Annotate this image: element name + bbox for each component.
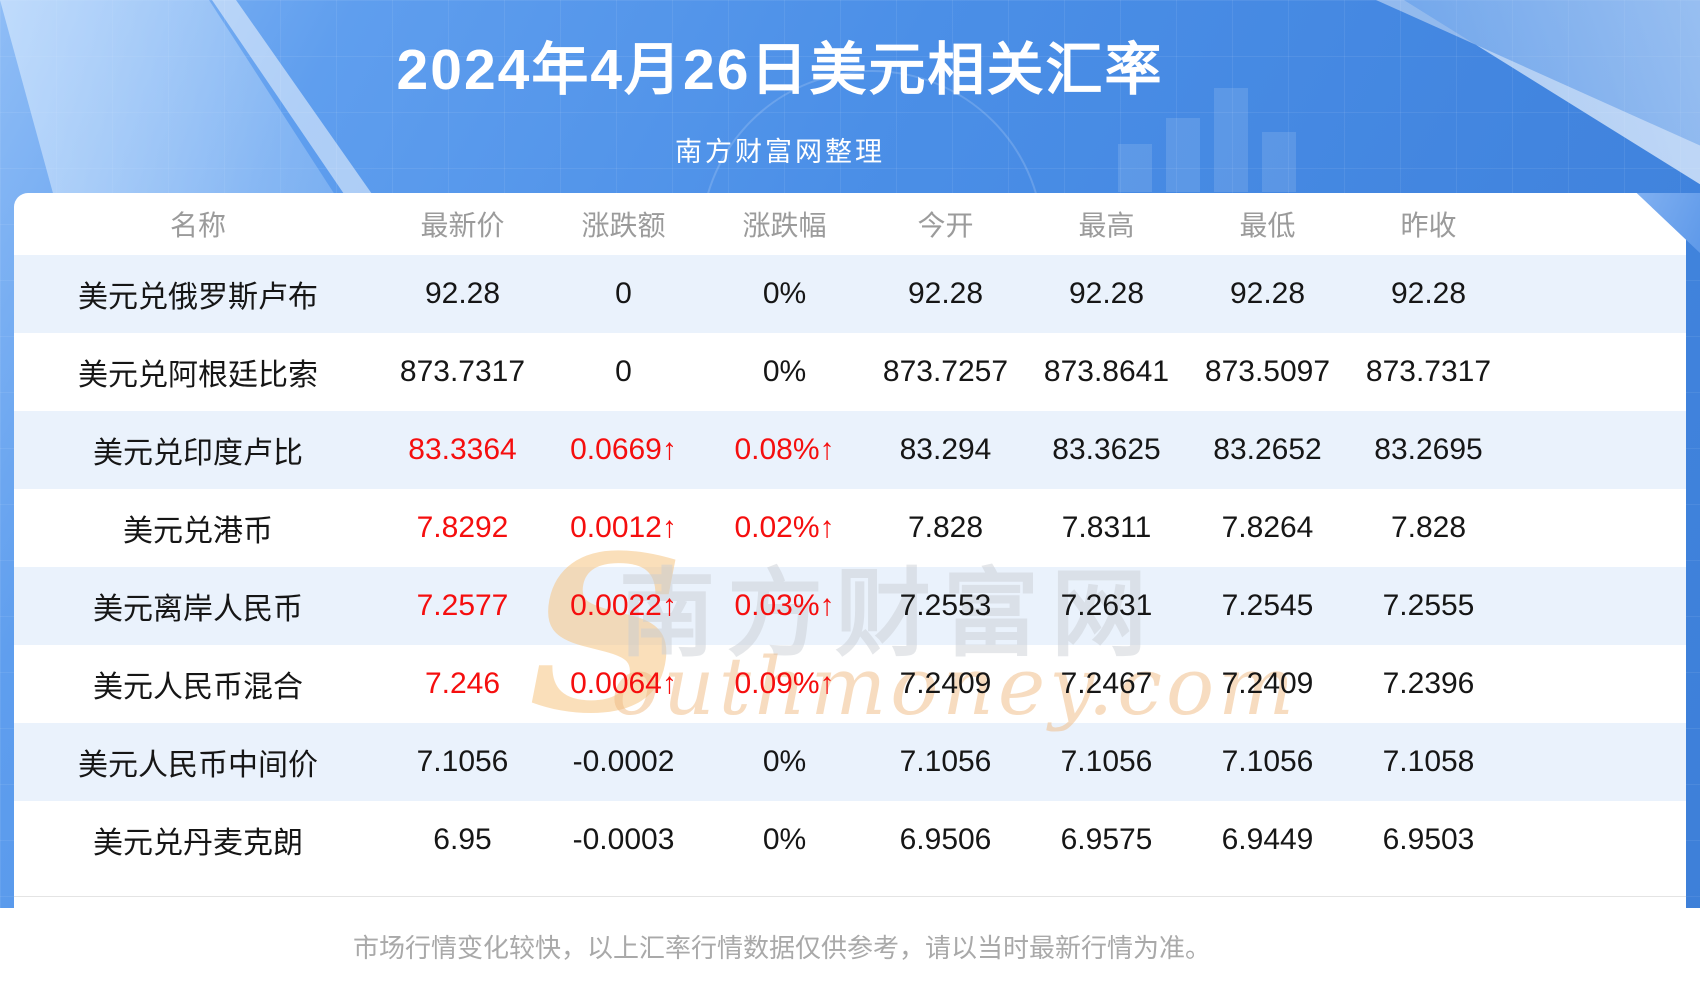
cell-change-pct: 0.02%↑ xyxy=(734,511,835,544)
table-row: 美元兑阿根廷比索 873.7317 0 0% 873.7257 873.8641… xyxy=(14,333,1686,411)
bar-chart-decoration xyxy=(1118,86,1296,192)
cell-prev-close: 7.2396 xyxy=(1382,667,1475,700)
cell-change: 0.0022↑ xyxy=(570,589,677,622)
table-row: 美元兑丹麦克朗 6.95 -0.0003 0% 6.9506 6.9575 6.… xyxy=(14,801,1686,879)
cell-open: 7.828 xyxy=(907,511,984,544)
cell-open: 6.9506 xyxy=(899,823,992,856)
cell-change: 0.0669↑ xyxy=(570,433,677,466)
cell-change-pct: 0% xyxy=(762,355,807,388)
cell-latest: 7.2577 xyxy=(416,589,509,622)
cell-name: 美元兑丹麦克朗 xyxy=(93,827,303,860)
cell-low: 7.8264 xyxy=(1221,511,1314,544)
page-title: 2024年4月26日美元相关汇率 xyxy=(396,38,1164,102)
cell-prev-close: 873.7317 xyxy=(1365,355,1492,388)
cell-name: 美元人民币混合 xyxy=(93,671,303,704)
table-row: 美元兑俄罗斯卢布 92.28 0 0% 92.28 92.28 92.28 92… xyxy=(14,255,1686,333)
table-row: 美元兑港币 7.8292 0.0012↑ 0.02%↑ 7.828 7.8311… xyxy=(14,489,1686,567)
cell-prev-close: 7.828 xyxy=(1390,511,1467,544)
cell-high: 7.8311 xyxy=(1061,511,1152,544)
cell-low: 6.9449 xyxy=(1221,823,1314,856)
column-header: 最新价 xyxy=(420,210,505,241)
cell-latest: 7.8292 xyxy=(416,511,509,544)
cell-latest: 92.28 xyxy=(424,277,501,310)
cell-high: 873.8641 xyxy=(1043,355,1170,388)
column-header: 最低 xyxy=(1239,210,1296,241)
disclaimer-text: 市场行情变化较快，以上汇率行情数据仅供参考，请以当时最新行情为准。 xyxy=(352,933,1211,963)
cell-high: 83.3625 xyxy=(1052,433,1161,466)
cell-open: 7.2409 xyxy=(899,667,992,700)
cell-change-pct: 0.08%↑ xyxy=(734,433,835,466)
table-row: 美元兑印度卢比 83.3364 0.0669↑ 0.08%↑ 83.294 83… xyxy=(14,411,1686,489)
cell-open: 92.28 xyxy=(907,277,984,310)
cell-latest: 83.3364 xyxy=(408,433,517,466)
cell-open: 83.294 xyxy=(899,433,992,466)
cell-name: 美元兑印度卢比 xyxy=(93,437,303,470)
cell-low: 7.2409 xyxy=(1221,667,1314,700)
cell-low: 7.1056 xyxy=(1221,745,1314,778)
cell-name: 美元兑阿根廷比索 xyxy=(78,359,318,392)
cell-change-pct: 0% xyxy=(762,277,807,310)
cell-change: 0 xyxy=(615,277,632,310)
cell-high: 6.9575 xyxy=(1060,823,1153,856)
cell-prev-close: 92.28 xyxy=(1390,277,1467,310)
cell-change: -0.0002 xyxy=(572,745,675,778)
column-header: 最高 xyxy=(1078,210,1135,241)
cell-change: 0 xyxy=(615,355,632,388)
cell-latest: 873.7317 xyxy=(399,355,526,388)
table-footer-divider: 市场行情变化较快，以上汇率行情数据仅供参考，请以当时最新行情为准。 xyxy=(14,896,1686,965)
rates-table-card: 名称 最新价 涨跌额 涨跌幅 今开 最高 最低 昨收 S 南方财富网 outhmoney.co… xyxy=(14,193,1686,1000)
cell-open: 7.1056 xyxy=(899,745,992,778)
cell-latest: 6.95 xyxy=(433,823,492,856)
cell-change: 0.0012↑ xyxy=(570,511,677,544)
column-header: 今开 xyxy=(917,210,974,241)
cell-name: 美元离岸人民币 xyxy=(93,593,303,626)
cell-open: 7.2553 xyxy=(899,589,992,622)
cell-high: 7.1056 xyxy=(1060,745,1153,778)
column-header: 昨收 xyxy=(1400,210,1457,241)
column-header: 名称 xyxy=(169,210,226,241)
table-row: 美元离岸人民币 7.2577 0.0022↑ 0.03%↑ 7.2553 7.2… xyxy=(14,567,1686,645)
cell-name: 美元兑港币 xyxy=(123,515,273,548)
cell-latest: 7.1056 xyxy=(416,745,509,778)
cell-prev-close: 83.2695 xyxy=(1374,433,1483,466)
cell-low: 7.2545 xyxy=(1221,589,1314,622)
table-row: 美元人民币中间价 7.1056 -0.0002 0% 7.1056 7.1056… xyxy=(14,723,1686,801)
cell-change-pct: 0% xyxy=(762,823,807,856)
cell-low: 83.2652 xyxy=(1213,433,1322,466)
page-subtitle: 南方财富网整理 xyxy=(675,137,885,167)
cell-high: 7.2467 xyxy=(1060,667,1153,700)
cell-high: 7.2631 xyxy=(1060,589,1153,622)
table-row: 美元人民币混合 7.246 0.0064↑ 0.09%↑ 7.2409 7.24… xyxy=(14,645,1686,723)
cell-low: 873.5097 xyxy=(1204,355,1331,388)
cell-change-pct: 0.03%↑ xyxy=(734,589,835,622)
cell-prev-close: 7.1058 xyxy=(1382,745,1475,778)
table-body: S 南方财富网 outhmoney.com 美元兑俄罗斯卢布 92.28 0 0… xyxy=(14,255,1686,879)
column-header: 涨跌额 xyxy=(581,210,666,241)
table-header: 名称 最新价 涨跌额 涨跌幅 今开 最高 最低 昨收 xyxy=(14,193,1686,255)
cell-name: 美元人民币中间价 xyxy=(78,749,318,782)
cell-change: 0.0064↑ xyxy=(570,667,677,700)
cell-prev-close: 6.9503 xyxy=(1382,823,1475,856)
cell-name: 美元兑俄罗斯卢布 xyxy=(78,281,318,314)
cell-latest: 7.246 xyxy=(424,667,501,700)
hero-header: 2024年4月26日美元相关汇率 南方财富网整理 xyxy=(0,0,1560,169)
cell-prev-close: 7.2555 xyxy=(1382,589,1475,622)
column-header: 涨跌幅 xyxy=(742,210,827,241)
cell-change: -0.0003 xyxy=(572,823,675,856)
cell-open: 873.7257 xyxy=(882,355,1009,388)
cell-low: 92.28 xyxy=(1229,277,1306,310)
cell-change-pct: 0.09%↑ xyxy=(734,667,835,700)
cell-change-pct: 0% xyxy=(762,745,807,778)
cell-high: 92.28 xyxy=(1068,277,1145,310)
